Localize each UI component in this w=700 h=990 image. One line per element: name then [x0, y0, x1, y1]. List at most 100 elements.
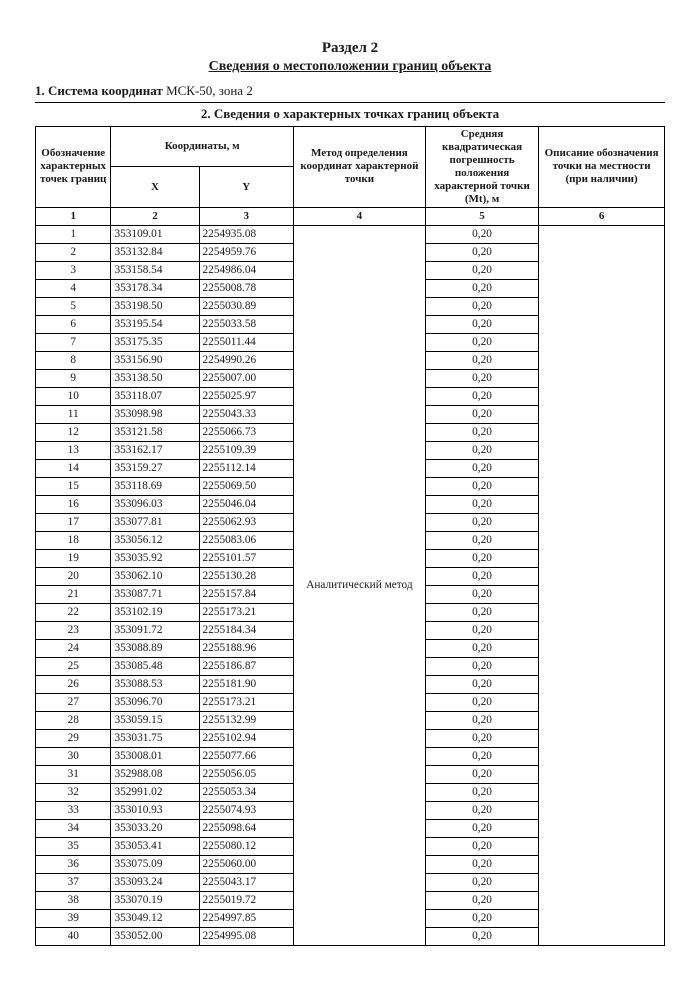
cell-y: 2255025.97 — [199, 387, 293, 405]
cell-x: 353008.01 — [111, 747, 199, 765]
cell-point: 34 — [36, 819, 111, 837]
th-coords-group: Координаты, м — [111, 127, 293, 167]
cell-error: 0,20 — [425, 495, 538, 513]
cell-x: 353118.69 — [111, 477, 199, 495]
cell-error: 0,20 — [425, 279, 538, 297]
cell-point: 32 — [36, 783, 111, 801]
cell-error: 0,20 — [425, 675, 538, 693]
cell-y: 2255030.89 — [199, 297, 293, 315]
cell-y: 2255132.99 — [199, 711, 293, 729]
cell-error: 0,20 — [425, 459, 538, 477]
cell-error: 0,20 — [425, 261, 538, 279]
cell-x: 353093.24 — [111, 873, 199, 891]
cell-x: 353158.54 — [111, 261, 199, 279]
cell-y: 2255008.78 — [199, 279, 293, 297]
cell-error: 0,20 — [425, 333, 538, 351]
cell-point: 3 — [36, 261, 111, 279]
cell-y: 2255033.58 — [199, 315, 293, 333]
cell-x: 353056.12 — [111, 531, 199, 549]
cell-error: 0,20 — [425, 891, 538, 909]
cell-y: 2255077.66 — [199, 747, 293, 765]
cell-method: Аналитический метод — [293, 225, 425, 945]
cell-error: 0,20 — [425, 549, 538, 567]
cell-point: 37 — [36, 873, 111, 891]
cell-point: 6 — [36, 315, 111, 333]
cell-point: 9 — [36, 369, 111, 387]
cell-x: 353098.98 — [111, 405, 199, 423]
cell-x: 353088.89 — [111, 639, 199, 657]
cell-error: 0,20 — [425, 513, 538, 531]
cell-x: 353195.54 — [111, 315, 199, 333]
cell-error: 0,20 — [425, 351, 538, 369]
cell-point: 39 — [36, 909, 111, 927]
cell-y: 2255062.93 — [199, 513, 293, 531]
cell-point: 40 — [36, 927, 111, 945]
cell-error: 0,20 — [425, 711, 538, 729]
th-y: Y — [199, 167, 293, 207]
cell-y: 2255186.87 — [199, 657, 293, 675]
cell-error: 0,20 — [425, 873, 538, 891]
cell-x: 353178.34 — [111, 279, 199, 297]
cell-error: 0,20 — [425, 531, 538, 549]
cell-x: 353175.35 — [111, 333, 199, 351]
th-method: Метод определения координат характерной … — [293, 127, 425, 208]
colnum-2: 2 — [111, 207, 199, 225]
cell-y: 2255053.34 — [199, 783, 293, 801]
cell-point: 19 — [36, 549, 111, 567]
cell-point: 15 — [36, 477, 111, 495]
cell-error: 0,20 — [425, 729, 538, 747]
cell-x: 353156.90 — [111, 351, 199, 369]
cell-y: 2255098.64 — [199, 819, 293, 837]
cell-error: 0,20 — [425, 783, 538, 801]
cell-x: 353138.50 — [111, 369, 199, 387]
cell-point: 10 — [36, 387, 111, 405]
cell-error: 0,20 — [425, 621, 538, 639]
cell-y: 2255011.44 — [199, 333, 293, 351]
cell-x: 353091.72 — [111, 621, 199, 639]
cell-error: 0,20 — [425, 423, 538, 441]
cell-x: 353102.19 — [111, 603, 199, 621]
th-x: X — [111, 167, 199, 207]
cell-x: 353162.17 — [111, 441, 199, 459]
cell-error: 0,20 — [425, 801, 538, 819]
cell-y: 2255043.33 — [199, 405, 293, 423]
table-body: 1353109.012254935.08Аналитический метод0… — [36, 225, 665, 945]
coord-system-value: МСК-50, зона 2 — [163, 83, 253, 98]
cell-x: 353132.84 — [111, 243, 199, 261]
cell-point: 33 — [36, 801, 111, 819]
cell-error: 0,20 — [425, 819, 538, 837]
cell-y: 2254986.04 — [199, 261, 293, 279]
cell-point: 17 — [36, 513, 111, 531]
cell-error: 0,20 — [425, 369, 538, 387]
cell-error: 0,20 — [425, 567, 538, 585]
cell-point: 14 — [36, 459, 111, 477]
cell-x: 353121.58 — [111, 423, 199, 441]
cell-x: 353198.50 — [111, 297, 199, 315]
cell-x: 353109.01 — [111, 225, 199, 243]
th-error: Средняя квадратическая погрешность полож… — [425, 127, 538, 208]
cell-y: 2254997.85 — [199, 909, 293, 927]
cell-y: 2255056.05 — [199, 765, 293, 783]
cell-y: 2255157.84 — [199, 585, 293, 603]
colnum-1: 1 — [36, 207, 111, 225]
cell-y: 2255074.93 — [199, 801, 293, 819]
cell-error: 0,20 — [425, 441, 538, 459]
cell-y: 2254995.08 — [199, 927, 293, 945]
section-title: Раздел 2 — [35, 40, 665, 57]
cell-point: 28 — [36, 711, 111, 729]
cell-point: 2 — [36, 243, 111, 261]
cell-error: 0,20 — [425, 477, 538, 495]
cell-x: 353085.48 — [111, 657, 199, 675]
cell-x: 353033.20 — [111, 819, 199, 837]
cell-y: 2255060.00 — [199, 855, 293, 873]
cell-error: 0,20 — [425, 387, 538, 405]
colnum-5: 5 — [425, 207, 538, 225]
section-subtitle: Сведения о местоположении границ объекта — [35, 59, 665, 75]
cell-desc — [539, 225, 665, 945]
cell-y: 2255188.96 — [199, 639, 293, 657]
cell-error: 0,20 — [425, 639, 538, 657]
cell-point: 12 — [36, 423, 111, 441]
cell-error: 0,20 — [425, 405, 538, 423]
cell-point: 31 — [36, 765, 111, 783]
table-row: 1353109.012254935.08Аналитический метод0… — [36, 225, 665, 243]
